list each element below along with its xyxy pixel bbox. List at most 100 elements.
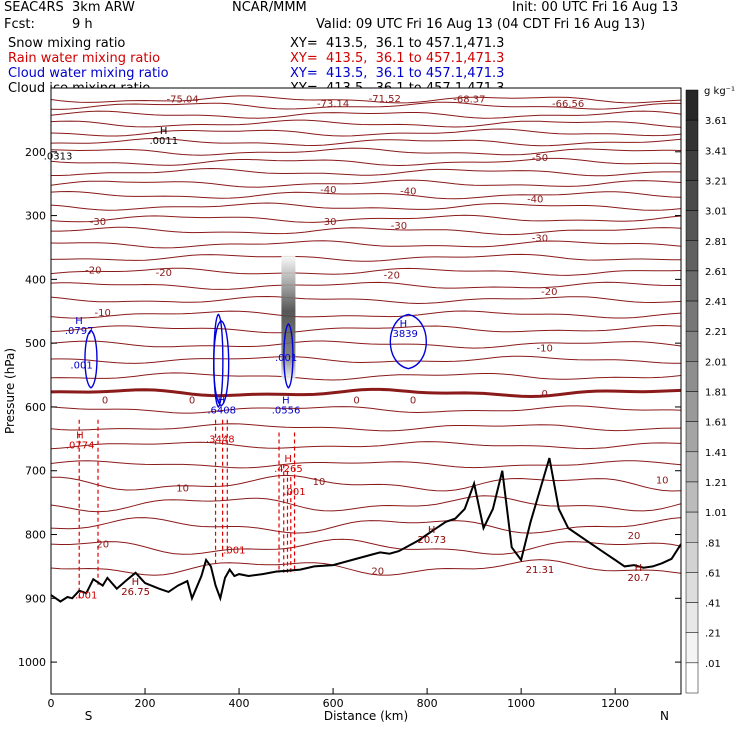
temperature-label: 20 (628, 531, 641, 542)
temperature-label: 0 (189, 396, 195, 407)
isotherm-line (51, 167, 681, 177)
temperature-label: 10 (656, 475, 669, 486)
colorbar-label: .81 (705, 538, 721, 549)
temperature-label: -20 (541, 287, 557, 298)
x-tick-label: 800 (417, 697, 438, 710)
center-label: NCAR/MMM (232, 0, 307, 15)
temperature-label: -40 (320, 185, 336, 196)
colorbar-swatch (685, 481, 699, 513)
isotherm-line (51, 372, 681, 381)
temperature-label: -30 (90, 217, 106, 228)
plot-frame (50, 87, 682, 695)
cloud-water-contour (213, 313, 224, 408)
isotherm-line (51, 267, 681, 276)
x-tick-label: 1200 (601, 697, 629, 710)
extrema-marker: H (284, 454, 292, 465)
y-tick-label: 1000 (18, 656, 46, 669)
isotherm-line (51, 423, 681, 432)
cloud-water-contour (389, 313, 428, 370)
extrema-value: .4265 (274, 464, 303, 475)
temperature-label: 10 (313, 477, 326, 488)
field-snow-xy: XY= 413.5, 36.1 to 457.1,471.3 (290, 36, 505, 51)
colorbar-swatch (685, 421, 699, 453)
isotherm-line (51, 295, 681, 305)
y-tick-label: 800 (25, 529, 46, 542)
colorbar-label: .41 (705, 599, 721, 610)
x-tick-label: 600 (323, 697, 344, 710)
temperature-label: -73.14 (317, 99, 349, 110)
temperature-label: -20 (85, 265, 101, 276)
colorbar-label: .21 (705, 629, 721, 640)
temperature-label: -10 (95, 308, 111, 319)
x-tick-label: 1000 (507, 697, 535, 710)
model-label: SEAC4RS 3km ARW (4, 0, 135, 15)
extrema-marker: H (76, 430, 84, 441)
extrema-marker: H (75, 316, 83, 327)
y-tick-label: 700 (25, 465, 46, 478)
isotherm-line (51, 517, 681, 534)
extrema-marker: H (400, 319, 408, 330)
colorbar-label: .01 (705, 659, 721, 670)
isotherm-line (51, 137, 681, 147)
isotherm-line (51, 202, 681, 211)
isotherm-line (51, 405, 681, 414)
temperature-label: -75.04 (167, 94, 199, 105)
isotherm-line (51, 157, 681, 167)
extrema-value: .0797 (65, 326, 94, 337)
colorbar-label: 1.21 (705, 478, 727, 489)
extrema-value: .001 (223, 546, 245, 557)
extrema-value: .001 (70, 361, 92, 372)
colorbar-label: 1.41 (705, 448, 727, 459)
isotherm-line (51, 128, 681, 137)
valid-label: Valid: 09 UTC Fri 16 Aug 13 (04 CDT Fri … (316, 17, 646, 32)
colorbar-label: 3.61 (705, 116, 727, 127)
cloud-water-contour (212, 320, 230, 407)
y-tick-label: 900 (25, 592, 46, 605)
isotherm-line (51, 281, 681, 290)
field-cloud-water-xy: XY= 413.5, 36.1 to 457.1,471.3 (290, 66, 505, 81)
y-axis-label: Pressure (hPa) (3, 348, 17, 434)
isotherm-line (51, 324, 681, 334)
isotherm-line (51, 95, 681, 104)
colorbar-swatch (685, 150, 699, 181)
isotherm-line (51, 214, 681, 223)
extrema-value: 20.73 (418, 535, 447, 546)
colorbar-swatch (685, 361, 699, 392)
y-tick-label: 400 (25, 273, 46, 286)
y-tick-label: 500 (25, 337, 46, 350)
extrema-marker: H (282, 395, 290, 406)
colorbar-label: 2.61 (705, 267, 727, 278)
temperature-label: -20 (384, 271, 400, 282)
south-label: S (85, 709, 93, 723)
y-tick-label: 200 (25, 146, 46, 159)
colorbar-swatch (685, 119, 699, 151)
colorbar-label: .61 (705, 568, 721, 579)
temperature-label: -30 (320, 217, 336, 228)
isotherm-line (51, 190, 681, 200)
fcst-label: Fcst: (4, 17, 35, 32)
temperature-label: 0 (541, 389, 547, 400)
colorbar-label: 2.01 (705, 357, 727, 368)
temperature-label: 0 (102, 396, 108, 407)
extrema-value: .0556 (272, 405, 301, 416)
cloud-water-contour (283, 323, 294, 389)
temperature-label: 10 (176, 484, 189, 495)
cloud-water-contour (84, 329, 98, 389)
colorbar-label: 3.01 (705, 207, 727, 218)
extrema-marker: H (132, 577, 140, 588)
extrema-marker: H (218, 395, 226, 406)
temperature-label: 0 (410, 396, 416, 407)
extrema-value: .001 (75, 590, 97, 601)
temperature-label: 20 (371, 567, 384, 578)
colorbar-swatch (685, 180, 699, 211)
isotherm-line (51, 240, 681, 249)
colorbar-swatch (685, 451, 699, 483)
field-snow-name: Snow mixing ratio (8, 36, 126, 51)
isotherm-line (51, 226, 681, 236)
colorbar-label: 2.81 (705, 237, 727, 248)
colorbar-swatch (685, 240, 699, 272)
colorbar-label: 3.41 (705, 146, 727, 157)
init-label: Init: 00 UTC Fri 16 Aug 13 (512, 0, 679, 15)
y-tick-label: 300 (25, 210, 46, 223)
temperature-label: -40 (527, 195, 543, 206)
